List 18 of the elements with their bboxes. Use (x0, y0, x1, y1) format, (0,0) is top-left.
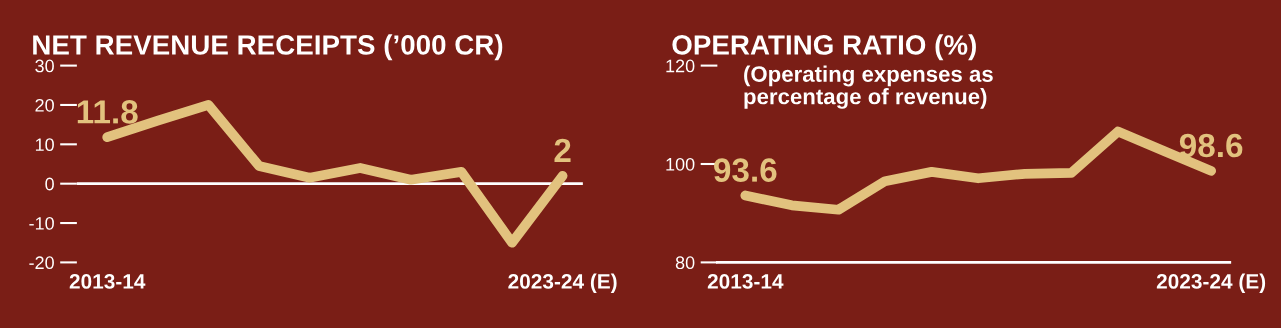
x-tick-label: 2023-24 (E) (1156, 273, 1266, 293)
y-tick-label: 30 (35, 59, 54, 73)
data-label: 93.6 (714, 158, 777, 182)
x-tick-label: 2013-14 (707, 274, 784, 289)
data-label: 2 (554, 138, 571, 162)
y-tick-label: 20 (35, 98, 54, 112)
y-tick-label: 0 (45, 177, 54, 191)
annotation: (Operating expenses as percentage of revenue) (744, 65, 993, 109)
y-tick-label: 100 (666, 157, 695, 171)
data-label: 98.6 (1179, 133, 1243, 158)
y-tick-label: 120 (666, 59, 695, 73)
y-tick-label: -10 (29, 216, 54, 230)
x-tick-label: 2013-14 (69, 274, 146, 289)
y-tick-label: 10 (35, 138, 54, 152)
x-tick-label: 2023-24 (E) (508, 273, 617, 293)
data-label: 11.8 (77, 100, 138, 124)
y-tick-label: 80 (675, 256, 695, 270)
y-tick-label: -20 (29, 256, 54, 270)
